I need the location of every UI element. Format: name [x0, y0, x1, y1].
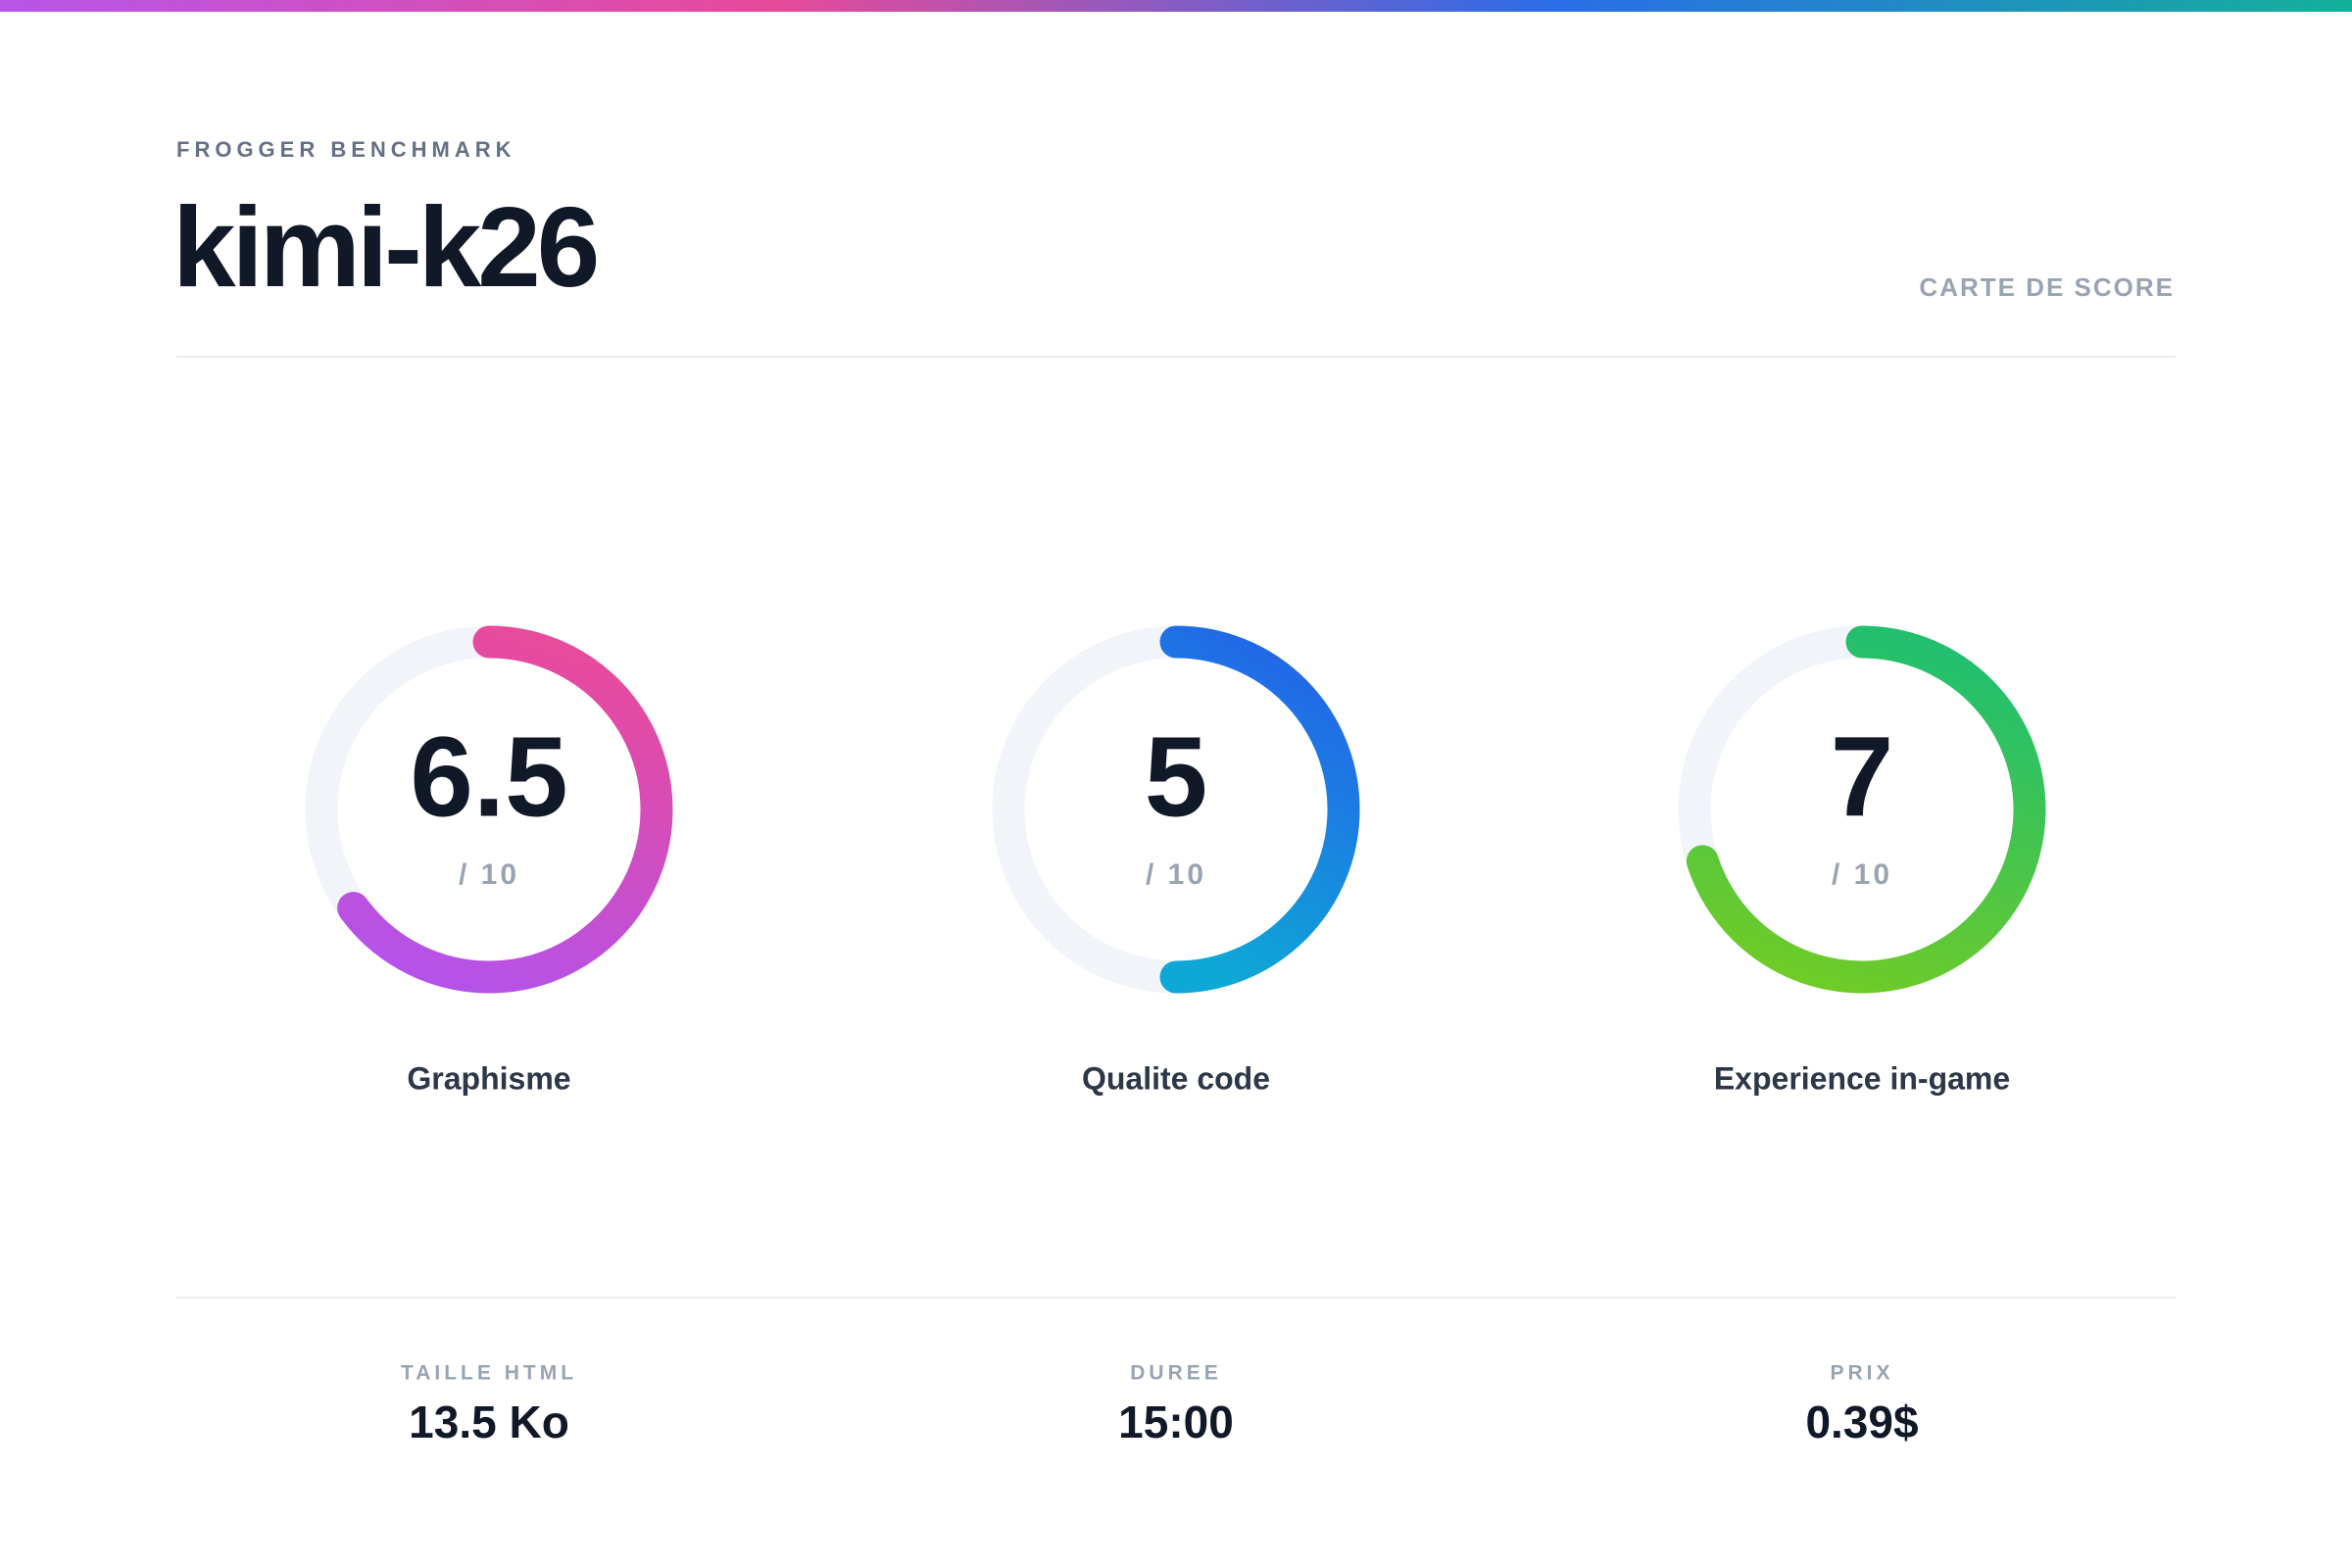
stat-label: DUREE: [1130, 1362, 1222, 1385]
score-arc: [337, 625, 673, 994]
score-value: 5: [1145, 713, 1208, 841]
stat-value: 15:00: [1118, 1396, 1234, 1447]
divider: [176, 356, 2176, 358]
eyebrow: FROGGER BENCHMARK: [176, 137, 516, 162]
score-max: / 10: [459, 858, 519, 891]
score-arc: [1686, 625, 2046, 994]
score-max: / 10: [1146, 858, 1206, 891]
score-max: / 10: [1832, 858, 1892, 891]
stat-value: 0.39$: [1805, 1396, 1918, 1447]
tag: CARTE DE SCORE: [1919, 272, 2175, 302]
accent-bar: [0, 0, 2352, 12]
score-value: 7: [1831, 713, 1894, 841]
stat-label: TAILLE HTML: [401, 1362, 577, 1385]
score-arc: [1159, 625, 1360, 994]
divider: [176, 1297, 2176, 1298]
score-label: Experience in-game: [1714, 1060, 2010, 1096]
stat-label: PRIX: [1830, 1362, 1893, 1385]
score-label: Qualite code: [1082, 1060, 1270, 1096]
stat-value: 13.5 Ko: [409, 1396, 569, 1447]
score-label: Graphisme: [407, 1060, 570, 1096]
score-value: 6.5: [410, 713, 567, 841]
title: kimi-k26: [172, 183, 600, 311]
